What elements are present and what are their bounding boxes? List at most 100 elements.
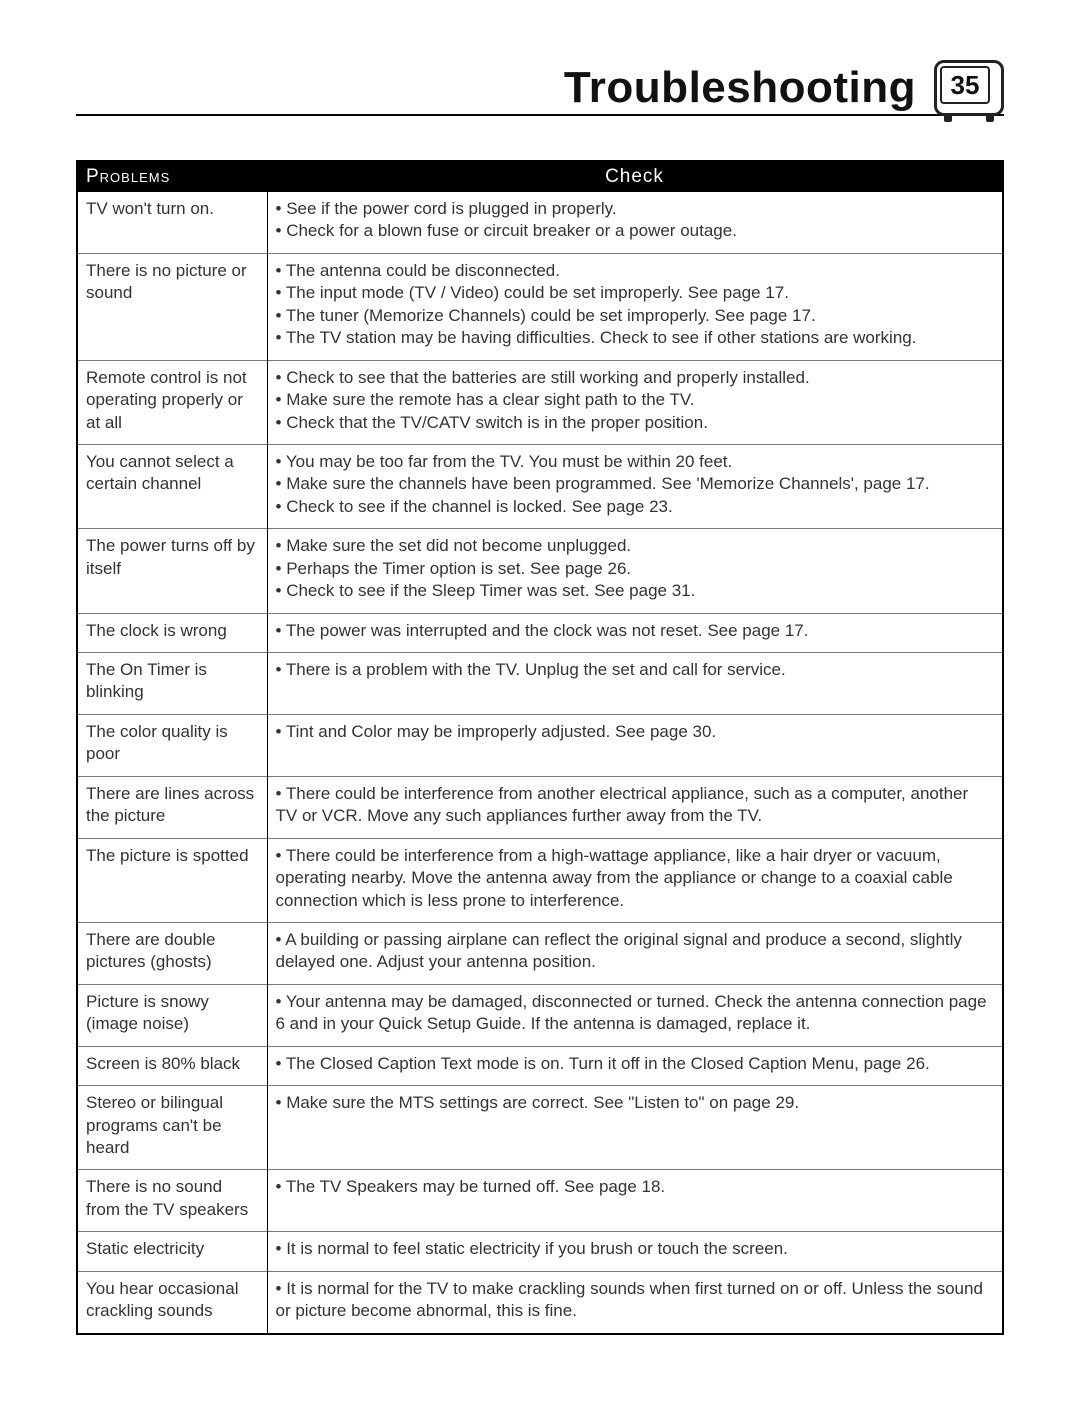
check-item: The tuner (Memorize Channels) could be s… [276,305,995,327]
table-body: TV won't turn on. See if the power cord i… [77,192,1003,1334]
check-item: There is a problem with the TV. Unplug t… [276,659,995,681]
table-row: You hear occasional crackling soundsIt i… [77,1271,1003,1333]
check-cell: Your antenna may be damaged, disconnecte… [267,984,1003,1046]
check-cell: Check to see that the batteries are stil… [267,360,1003,444]
check-item: Check that the TV/CATV switch is in the … [276,412,995,434]
check-list: The power was interrupted and the clock … [276,620,995,642]
page-header: Troubleshooting 35 [76,60,1004,116]
check-item: It is normal for the TV to make cracklin… [276,1278,995,1323]
troubleshooting-table: Problems Check TV won't turn on. See if t… [76,160,1004,1335]
table-row: The clock is wrong The power was interrup… [77,613,1003,652]
check-cell: Make sure the set did not become unplugg… [267,529,1003,613]
table-row: Screen is 80% blackThe Closed Caption Te… [77,1046,1003,1085]
check-item: Check to see if the channel is locked. S… [276,496,995,518]
table-row: Static electricity It is normal to feel s… [77,1232,1003,1271]
page-number-badge: 35 [934,60,1004,116]
check-cell: A building or passing airplane can refle… [267,922,1003,984]
check-cell: The TV Speakers may be turned off. See p… [267,1170,1003,1232]
table-row: The On Timer is blinking There is a probl… [77,653,1003,715]
problem-cell: Static electricity [77,1232,267,1271]
check-item: Check to see that the batteries are stil… [276,367,995,389]
check-list: There is a problem with the TV. Unplug t… [276,659,995,681]
check-item: The antenna could be disconnected. [276,260,995,282]
check-item: Check for a blown fuse or circuit breake… [276,220,995,242]
check-item: See if the power cord is plugged in prop… [276,198,995,220]
check-item: You may be too far from the TV. You must… [276,451,995,473]
problem-cell: The power turns off by itself [77,529,267,613]
check-item: Make sure the MTS settings are correct. … [276,1092,995,1114]
table-row: There are double pictures (ghosts)A buil… [77,922,1003,984]
check-cell: Make sure the MTS settings are correct. … [267,1086,1003,1170]
check-list: A building or passing airplane can refle… [276,929,995,974]
col-header-check: Check [267,161,1003,192]
table-row: The picture is spottedThere could be int… [77,838,1003,922]
table-row: TV won't turn on. See if the power cord i… [77,192,1003,253]
problem-cell: You cannot select a certain channel [77,444,267,528]
check-cell: There could be interference from a high-… [267,838,1003,922]
check-cell: Tint and Color may be improperly adjuste… [267,714,1003,776]
check-cell: See if the power cord is plugged in prop… [267,192,1003,253]
problem-cell: Picture is snowy (image noise) [77,984,267,1046]
table-row: The power turns off by itself Make sure t… [77,529,1003,613]
check-item: The TV Speakers may be turned off. See p… [276,1176,995,1198]
check-item: There could be interference from another… [276,783,995,828]
check-cell: You may be too far from the TV. You must… [267,444,1003,528]
page-title: Troubleshooting [564,66,916,114]
table-row: Stereo or bilingual programs can't be he… [77,1086,1003,1170]
check-list: There could be interference from a high-… [276,845,995,912]
check-list: There could be interference from another… [276,783,995,828]
page: Troubleshooting 35 Problems Check TV won… [0,0,1080,1415]
table-row: You cannot select a certain channel You m… [77,444,1003,528]
problem-cell: There are double pictures (ghosts) [77,922,267,984]
table-header-row: Problems Check [77,161,1003,192]
check-list: See if the power cord is plugged in prop… [276,198,995,243]
check-cell: There is a problem with the TV. Unplug t… [267,653,1003,715]
problem-cell: There are lines across the picture [77,776,267,838]
problem-cell: The picture is spotted [77,838,267,922]
check-item: Check to see if the Sleep Timer was set.… [276,580,995,602]
problem-cell: There is no sound from the TV speakers [77,1170,267,1232]
check-item: Make sure the set did not become unplugg… [276,535,995,557]
problem-cell: Stereo or bilingual programs can't be he… [77,1086,267,1170]
table-row: There is no sound from the TV speakers Th… [77,1170,1003,1232]
problem-cell: You hear occasional crackling sounds [77,1271,267,1333]
check-list: It is normal to feel static electricity … [276,1238,995,1260]
check-item: The TV station may be having difficultie… [276,327,995,349]
problem-cell: Remote control is not operating properly… [77,360,267,444]
table-row: There are lines across the pictureThere … [77,776,1003,838]
check-list: It is normal for the TV to make cracklin… [276,1278,995,1323]
check-list: Make sure the set did not become unplugg… [276,535,995,602]
check-item: A building or passing airplane can refle… [276,929,995,974]
check-cell: The Closed Caption Text mode is on. Turn… [267,1046,1003,1085]
check-list: Tint and Color may be improperly adjuste… [276,721,995,743]
check-list: The TV Speakers may be turned off. See p… [276,1176,995,1198]
col-header-problems: Problems [77,161,267,192]
check-item: Make sure the channels have been program… [276,473,995,495]
check-item: It is normal to feel static electricity … [276,1238,995,1260]
check-item: The Closed Caption Text mode is on. Turn… [276,1053,995,1075]
problem-cell: The On Timer is blinking [77,653,267,715]
table-row: Remote control is not operating properly… [77,360,1003,444]
check-list: Make sure the MTS settings are correct. … [276,1092,995,1114]
problem-cell: The clock is wrong [77,613,267,652]
problem-cell: There is no picture or sound [77,253,267,360]
check-cell: The power was interrupted and the clock … [267,613,1003,652]
table-row: The color quality is poor Tint and Color … [77,714,1003,776]
check-item: Your antenna may be damaged, disconnecte… [276,991,995,1036]
table-row: Picture is snowy (image noise)Your anten… [77,984,1003,1046]
problem-cell: The color quality is poor [77,714,267,776]
check-item: The input mode (TV / Video) could be set… [276,282,995,304]
check-cell: The antenna could be disconnected.The in… [267,253,1003,360]
check-list: Your antenna may be damaged, disconnecte… [276,991,995,1036]
check-item: Tint and Color may be improperly adjuste… [276,721,995,743]
check-cell: There could be interference from another… [267,776,1003,838]
check-item: Make sure the remote has a clear sight p… [276,389,995,411]
check-list: You may be too far from the TV. You must… [276,451,995,518]
check-list: Check to see that the batteries are stil… [276,367,995,434]
check-cell: It is normal for the TV to make cracklin… [267,1271,1003,1333]
table-row: There is no picture or soundThe antenna … [77,253,1003,360]
problem-cell: TV won't turn on. [77,192,267,253]
page-number: 35 [940,66,990,104]
check-list: The Closed Caption Text mode is on. Turn… [276,1053,995,1075]
check-item: Perhaps the Timer option is set. See pag… [276,558,995,580]
